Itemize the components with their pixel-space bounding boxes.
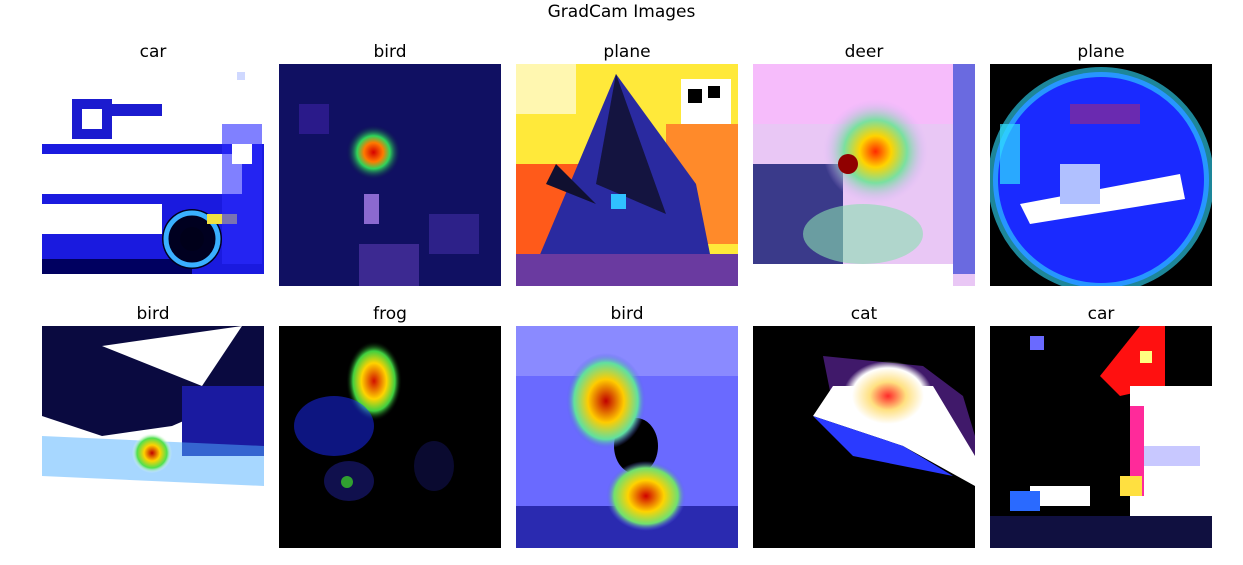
gradcam-image-cat (753, 326, 975, 548)
panel-label: bird (373, 42, 407, 62)
gradcam-panel-6: bird (42, 302, 264, 548)
panel-label: frog (373, 304, 407, 324)
panel-label: bird (136, 304, 170, 324)
panel-label: cat (850, 304, 878, 324)
panel-label: car (139, 42, 167, 62)
panel-label: deer (844, 42, 884, 62)
panel-label: plane (1077, 42, 1125, 62)
gradcam-panel-7: frog (279, 302, 501, 548)
gradcam-panel-5: plane (990, 40, 1212, 286)
panel-label: car (1087, 304, 1115, 324)
gradcam-image-frog (279, 326, 501, 548)
gradcam-panel-4: deer (753, 40, 975, 286)
figure-title: GradCam Images (547, 2, 696, 22)
panel-label: bird (610, 304, 644, 324)
gradcam-image-bird-2 (42, 326, 264, 548)
gradcam-image-plane-1 (516, 64, 738, 286)
gradcam-panel-3: plane (516, 40, 738, 286)
gradcam-panel-10: car (990, 302, 1212, 548)
gradcam-panel-9: cat (753, 302, 975, 548)
gradcam-image-plane-2 (990, 64, 1212, 286)
panel-label: plane (603, 42, 651, 62)
gradcam-panel-2: bird (279, 40, 501, 286)
gradcam-image-car-2 (990, 326, 1212, 548)
gradcam-image-deer (753, 64, 975, 286)
gradcam-image-car-1 (42, 64, 264, 286)
gradcam-panel-1: car (42, 40, 264, 286)
gradcam-image-bird-1 (279, 64, 501, 286)
gradcam-image-bird-3 (516, 326, 738, 548)
gradcam-panel-8: bird (516, 302, 738, 548)
